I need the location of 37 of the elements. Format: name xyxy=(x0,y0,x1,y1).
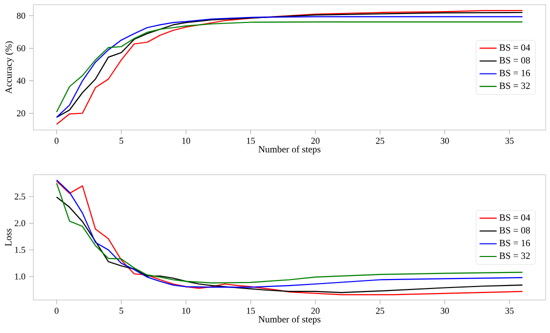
x-tick-label: 25 xyxy=(376,138,384,144)
x-tick-label: 5 xyxy=(120,138,124,144)
y-axis-title: Loss xyxy=(5,228,12,246)
x-axis-title: Number of steps xyxy=(258,146,320,154)
y-tick-label: 60 xyxy=(16,45,26,52)
legend-label: BS = 16 xyxy=(499,240,530,246)
x-tick-label: 35 xyxy=(505,308,514,314)
y-tick-label: 2.0 xyxy=(14,220,26,226)
legend-label: BS = 04 xyxy=(499,44,530,51)
y-tick-label: 40 xyxy=(16,78,26,84)
legend-label: BS = 08 xyxy=(499,227,530,234)
x-tick-label: 20 xyxy=(311,138,320,144)
legend-label: BS = 32 xyxy=(499,252,530,259)
x-tick-label: 10 xyxy=(182,138,190,144)
y-tick-label: 1.5 xyxy=(15,246,26,253)
y-tick-label: 2.5 xyxy=(14,194,26,200)
x-tick-label: 15 xyxy=(246,308,255,314)
x-tick-label: 25 xyxy=(376,308,384,314)
x-tick-label: 10 xyxy=(182,308,190,314)
x-tick-label: 30 xyxy=(440,308,449,314)
x-tick-label: 20 xyxy=(311,308,320,314)
line-series xyxy=(56,196,523,294)
x-axis-title: Number of steps xyxy=(258,316,320,324)
x-tick-label: 30 xyxy=(440,138,449,144)
x-tick-label: 5 xyxy=(120,308,124,314)
legend-label: BS = 04 xyxy=(499,214,530,221)
legend-label: BS = 08 xyxy=(499,57,530,64)
x-tick-label: 35 xyxy=(505,138,514,144)
legend-label: BS = 32 xyxy=(499,82,530,89)
x-tick-label: 15 xyxy=(246,138,255,144)
x-tick-label: 0 xyxy=(54,308,58,314)
y-axis-title: Accuracy (%) xyxy=(5,41,14,94)
y-tick-label: 1.0 xyxy=(15,273,26,280)
legend-label: BS = 16 xyxy=(499,70,530,76)
y-tick-label: 20 xyxy=(16,110,26,116)
x-tick-label: 0 xyxy=(54,138,58,144)
y-tick-label: 80 xyxy=(16,12,26,19)
